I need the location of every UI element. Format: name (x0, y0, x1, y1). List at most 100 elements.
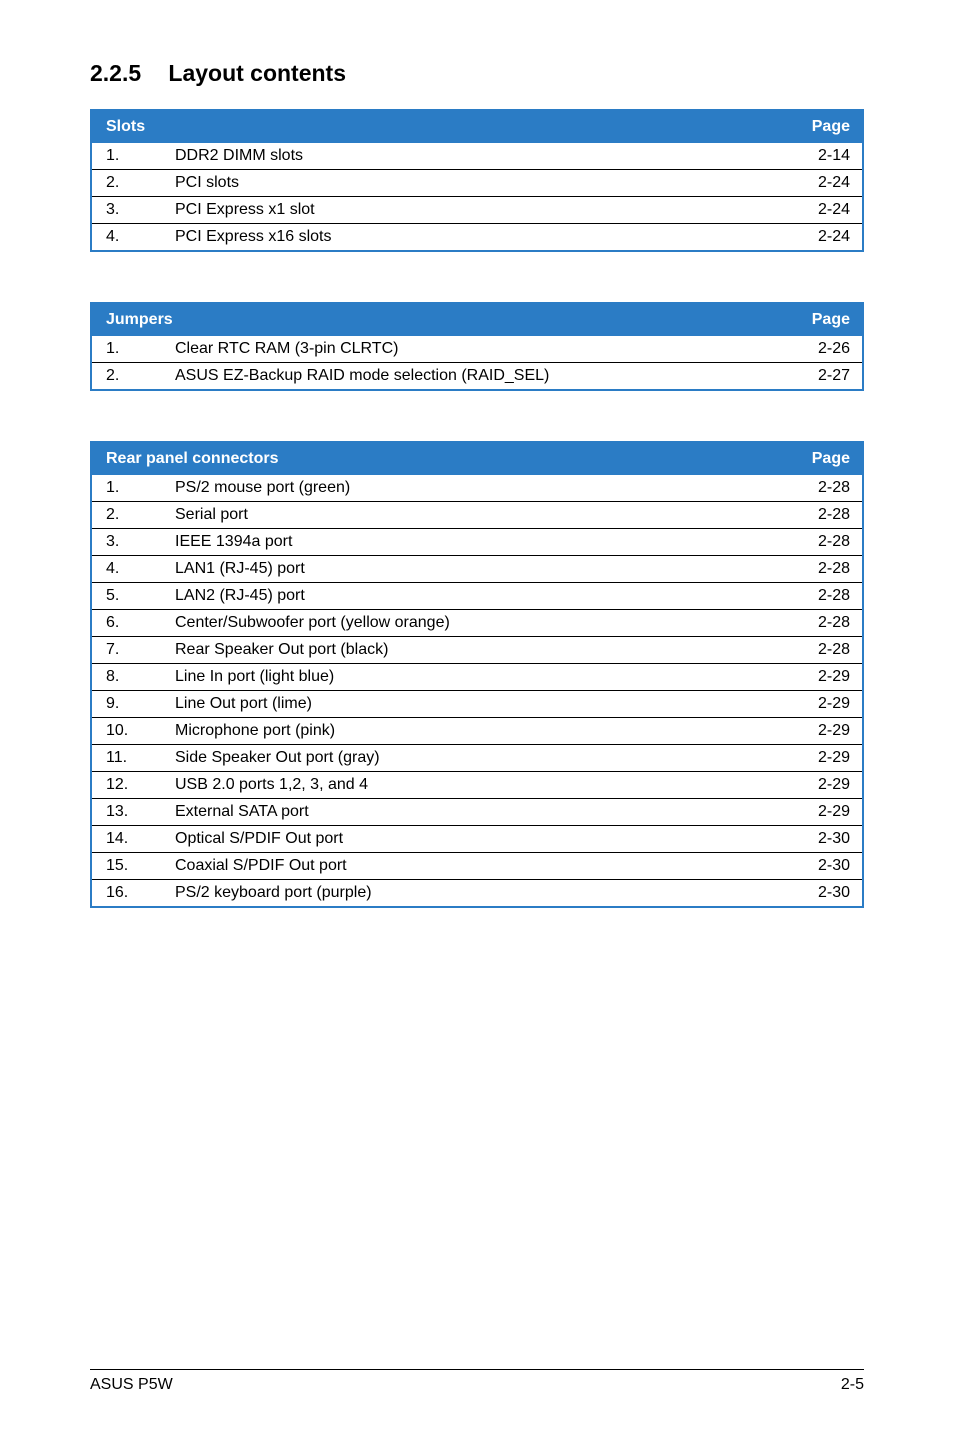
row-number: 2. (91, 363, 161, 391)
row-page: 2-28 (793, 556, 863, 583)
row-number: 4. (91, 556, 161, 583)
row-label: DDR2 DIMM slots (161, 143, 793, 170)
row-page: 2-28 (793, 583, 863, 610)
table-row: 2.PCI slots2-24 (91, 170, 863, 197)
row-label: PS/2 mouse port (green) (161, 475, 793, 502)
jumpers-header-page: Page (793, 303, 863, 336)
row-number: 8. (91, 664, 161, 691)
row-label: PCI Express x1 slot (161, 197, 793, 224)
row-number: 15. (91, 853, 161, 880)
slots-header-left: Slots (91, 110, 793, 143)
footer-left: ASUS P5W (90, 1376, 173, 1394)
row-page: 2-27 (793, 363, 863, 391)
table-row: 5.LAN2 (RJ-45) port2-28 (91, 583, 863, 610)
table-row: 2.Serial port2-28 (91, 502, 863, 529)
table-row: 1.Clear RTC RAM (3-pin CLRTC)2-26 (91, 336, 863, 363)
jumpers-table: Jumpers Page 1.Clear RTC RAM (3-pin CLRT… (90, 302, 864, 391)
slots-table: Slots Page 1.DDR2 DIMM slots2-142.PCI sl… (90, 109, 864, 252)
row-label: Side Speaker Out port (gray) (161, 745, 793, 772)
rear-header-page: Page (793, 442, 863, 475)
row-label: Line In port (light blue) (161, 664, 793, 691)
table-row: 2.ASUS EZ-Backup RAID mode selection (RA… (91, 363, 863, 391)
row-label: IEEE 1394a port (161, 529, 793, 556)
row-label: ASUS EZ-Backup RAID mode selection (RAID… (161, 363, 793, 391)
table-row: 10.Microphone port (pink)2-29 (91, 718, 863, 745)
row-page: 2-29 (793, 772, 863, 799)
table-row: 15.Coaxial S/PDIF Out port2-30 (91, 853, 863, 880)
row-number: 13. (91, 799, 161, 826)
row-number: 2. (91, 170, 161, 197)
row-page: 2-30 (793, 853, 863, 880)
row-page: 2-14 (793, 143, 863, 170)
row-page: 2-30 (793, 826, 863, 853)
table-row: 4.PCI Express x16 slots2-24 (91, 224, 863, 252)
row-page: 2-28 (793, 475, 863, 502)
page-footer: ASUS P5W 2-5 (90, 1369, 864, 1394)
row-number: 5. (91, 583, 161, 610)
row-label: Serial port (161, 502, 793, 529)
table-row: 16.PS/2 keyboard port (purple)2-30 (91, 880, 863, 908)
row-number: 1. (91, 475, 161, 502)
row-label: LAN1 (RJ-45) port (161, 556, 793, 583)
rear-body: 1.PS/2 mouse port (green)2-282.Serial po… (91, 475, 863, 907)
table-row: 4.LAN1 (RJ-45) port2-28 (91, 556, 863, 583)
row-label: External SATA port (161, 799, 793, 826)
row-label: PCI slots (161, 170, 793, 197)
section-number: 2.2.5 (90, 60, 162, 87)
rear-connectors-table: Rear panel connectors Page 1.PS/2 mouse … (90, 441, 864, 908)
row-number: 4. (91, 224, 161, 252)
row-page: 2-24 (793, 224, 863, 252)
row-number: 2. (91, 502, 161, 529)
table-row: 3.PCI Express x1 slot2-24 (91, 197, 863, 224)
table-row: 7.Rear Speaker Out port (black)2-28 (91, 637, 863, 664)
row-page: 2-29 (793, 718, 863, 745)
jumpers-body: 1.Clear RTC RAM (3-pin CLRTC)2-262.ASUS … (91, 336, 863, 390)
row-label: USB 2.0 ports 1,2, 3, and 4 (161, 772, 793, 799)
table-row: 9.Line Out port (lime)2-29 (91, 691, 863, 718)
section-heading: 2.2.5 Layout contents (90, 60, 864, 87)
table-row: 8.Line In port (light blue)2-29 (91, 664, 863, 691)
row-page: 2-30 (793, 880, 863, 908)
row-page: 2-28 (793, 529, 863, 556)
row-label: Coaxial S/PDIF Out port (161, 853, 793, 880)
row-page: 2-29 (793, 664, 863, 691)
table-row: 12.USB 2.0 ports 1,2, 3, and 42-29 (91, 772, 863, 799)
row-page: 2-24 (793, 170, 863, 197)
row-number: 1. (91, 336, 161, 363)
row-number: 7. (91, 637, 161, 664)
row-label: PCI Express x16 slots (161, 224, 793, 252)
table-row: 13.External SATA port2-29 (91, 799, 863, 826)
row-number: 11. (91, 745, 161, 772)
table-row: 14.Optical S/PDIF Out port2-30 (91, 826, 863, 853)
row-number: 12. (91, 772, 161, 799)
row-page: 2-26 (793, 336, 863, 363)
section-title-text: Layout contents (168, 60, 346, 86)
table-row: 6.Center/Subwoofer port (yellow orange)2… (91, 610, 863, 637)
row-number: 6. (91, 610, 161, 637)
row-label: LAN2 (RJ-45) port (161, 583, 793, 610)
row-label: Clear RTC RAM (3-pin CLRTC) (161, 336, 793, 363)
table-row: 1.DDR2 DIMM slots2-14 (91, 143, 863, 170)
row-number: 16. (91, 880, 161, 908)
jumpers-header-left: Jumpers (91, 303, 793, 336)
row-page: 2-29 (793, 691, 863, 718)
row-label: Line Out port (lime) (161, 691, 793, 718)
row-number: 3. (91, 529, 161, 556)
row-number: 14. (91, 826, 161, 853)
row-number: 9. (91, 691, 161, 718)
row-label: Center/Subwoofer port (yellow orange) (161, 610, 793, 637)
slots-header-page: Page (793, 110, 863, 143)
table-row: 1.PS/2 mouse port (green)2-28 (91, 475, 863, 502)
row-page: 2-28 (793, 610, 863, 637)
row-label: Rear Speaker Out port (black) (161, 637, 793, 664)
table-row: 11.Side Speaker Out port (gray)2-29 (91, 745, 863, 772)
table-row: 3.IEEE 1394a port2-28 (91, 529, 863, 556)
rear-header-left: Rear panel connectors (91, 442, 793, 475)
row-page: 2-29 (793, 745, 863, 772)
row-label: PS/2 keyboard port (purple) (161, 880, 793, 908)
row-page: 2-29 (793, 799, 863, 826)
footer-right: 2-5 (841, 1376, 864, 1394)
row-page: 2-24 (793, 197, 863, 224)
row-number: 3. (91, 197, 161, 224)
row-page: 2-28 (793, 637, 863, 664)
